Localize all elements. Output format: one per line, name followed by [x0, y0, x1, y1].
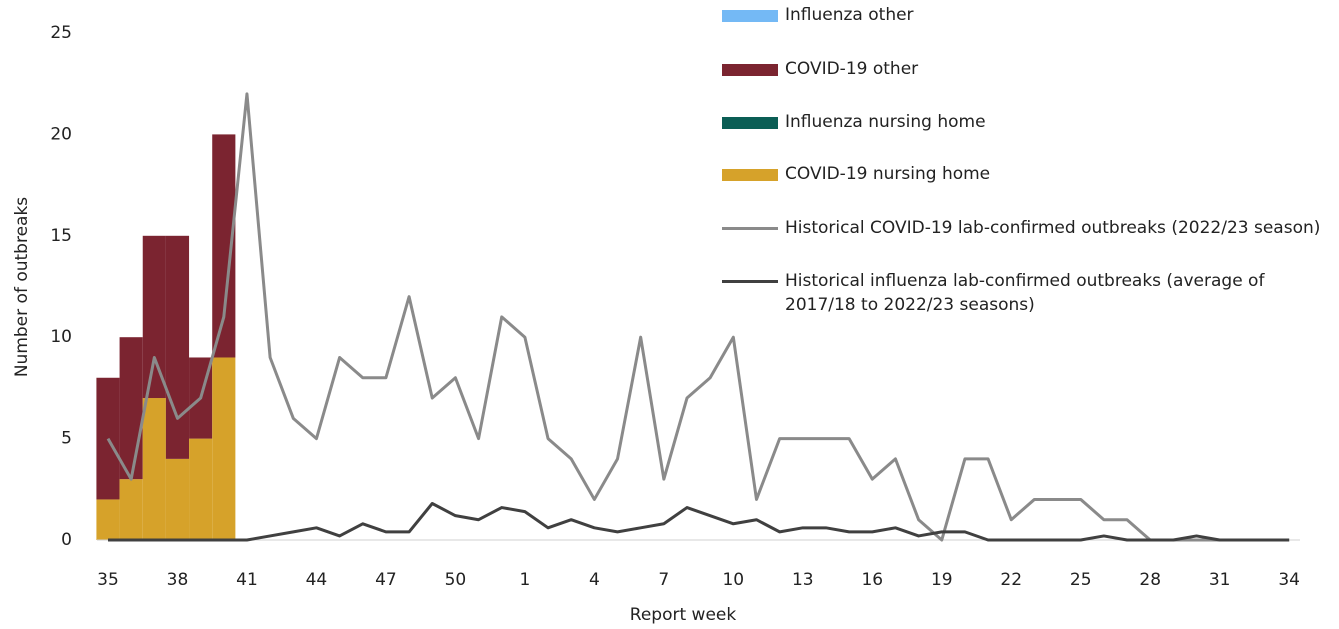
x-tick-label: 38	[167, 570, 189, 590]
x-tick-label: 7	[658, 570, 669, 590]
legend-item: COVID-19 other	[722, 57, 1322, 81]
bar	[142, 398, 166, 540]
x-tick-label: 44	[306, 570, 328, 590]
y-tick-label: 15	[50, 226, 72, 246]
x-tick-label: 19	[931, 570, 953, 590]
legend-label: Influenza nursing home	[785, 112, 986, 132]
x-tick-label: 34	[1278, 570, 1300, 590]
legend-item: Influenza other	[722, 3, 1322, 27]
legend-swatch	[722, 280, 778, 283]
x-tick-label: 31	[1209, 570, 1231, 590]
bar	[142, 235, 166, 399]
y-tick-label: 0	[61, 530, 72, 550]
legend-label: COVID-19 other	[785, 59, 919, 79]
legend-item: Historical COVID-19 lab-confirmed outbre…	[722, 216, 1322, 240]
legend-swatch	[722, 117, 778, 129]
x-tick-label: 10	[722, 570, 744, 590]
line-series	[108, 501, 1290, 542]
y-tick-label: 20	[50, 124, 72, 144]
y-tick-label: 5	[61, 429, 72, 449]
x-tick-label: 28	[1139, 570, 1161, 590]
line-series	[106, 92, 1290, 542]
x-tick-label: 41	[236, 570, 258, 590]
y-tick-label: 25	[50, 23, 72, 43]
x-tick-label: 4	[589, 570, 600, 590]
legend-swatch	[722, 169, 778, 181]
legend-label: Influenza other	[785, 5, 914, 25]
bar	[119, 337, 143, 480]
x-tick-label: 1	[519, 570, 530, 590]
x-tick-label: 35	[97, 570, 119, 590]
x-tick-label: 22	[1000, 570, 1022, 590]
bar	[165, 458, 190, 540]
y-axis-label: Number of outbreaks	[12, 197, 32, 377]
legend-label: Historical influenza lab-confirmed outbr…	[785, 271, 1265, 315]
bar	[119, 479, 143, 540]
bar	[165, 235, 190, 459]
bar	[189, 438, 213, 540]
x-axis-label: Report week	[630, 605, 737, 625]
legend-swatch	[722, 227, 778, 230]
y-tick-label: 10	[50, 327, 72, 347]
legend-label: COVID-19 nursing home	[785, 164, 991, 184]
x-tick-label: 50	[445, 570, 467, 590]
legend-item: Historical influenza lab-confirmed outbr…	[722, 269, 1322, 317]
x-tick-label: 25	[1070, 570, 1092, 590]
legend-swatch	[722, 64, 778, 76]
x-tick-label: 13	[792, 570, 814, 590]
bar	[212, 134, 236, 358]
legend-label: Historical COVID-19 lab-confirmed outbre…	[785, 218, 1321, 238]
legend-swatch	[722, 10, 778, 22]
bar	[212, 357, 236, 540]
x-tick-label: 16	[861, 570, 883, 590]
legend-item: Influenza nursing home	[722, 110, 1322, 134]
bar	[96, 499, 120, 540]
legend-item: COVID-19 nursing home	[722, 162, 1322, 186]
x-tick-label: 47	[375, 570, 397, 590]
